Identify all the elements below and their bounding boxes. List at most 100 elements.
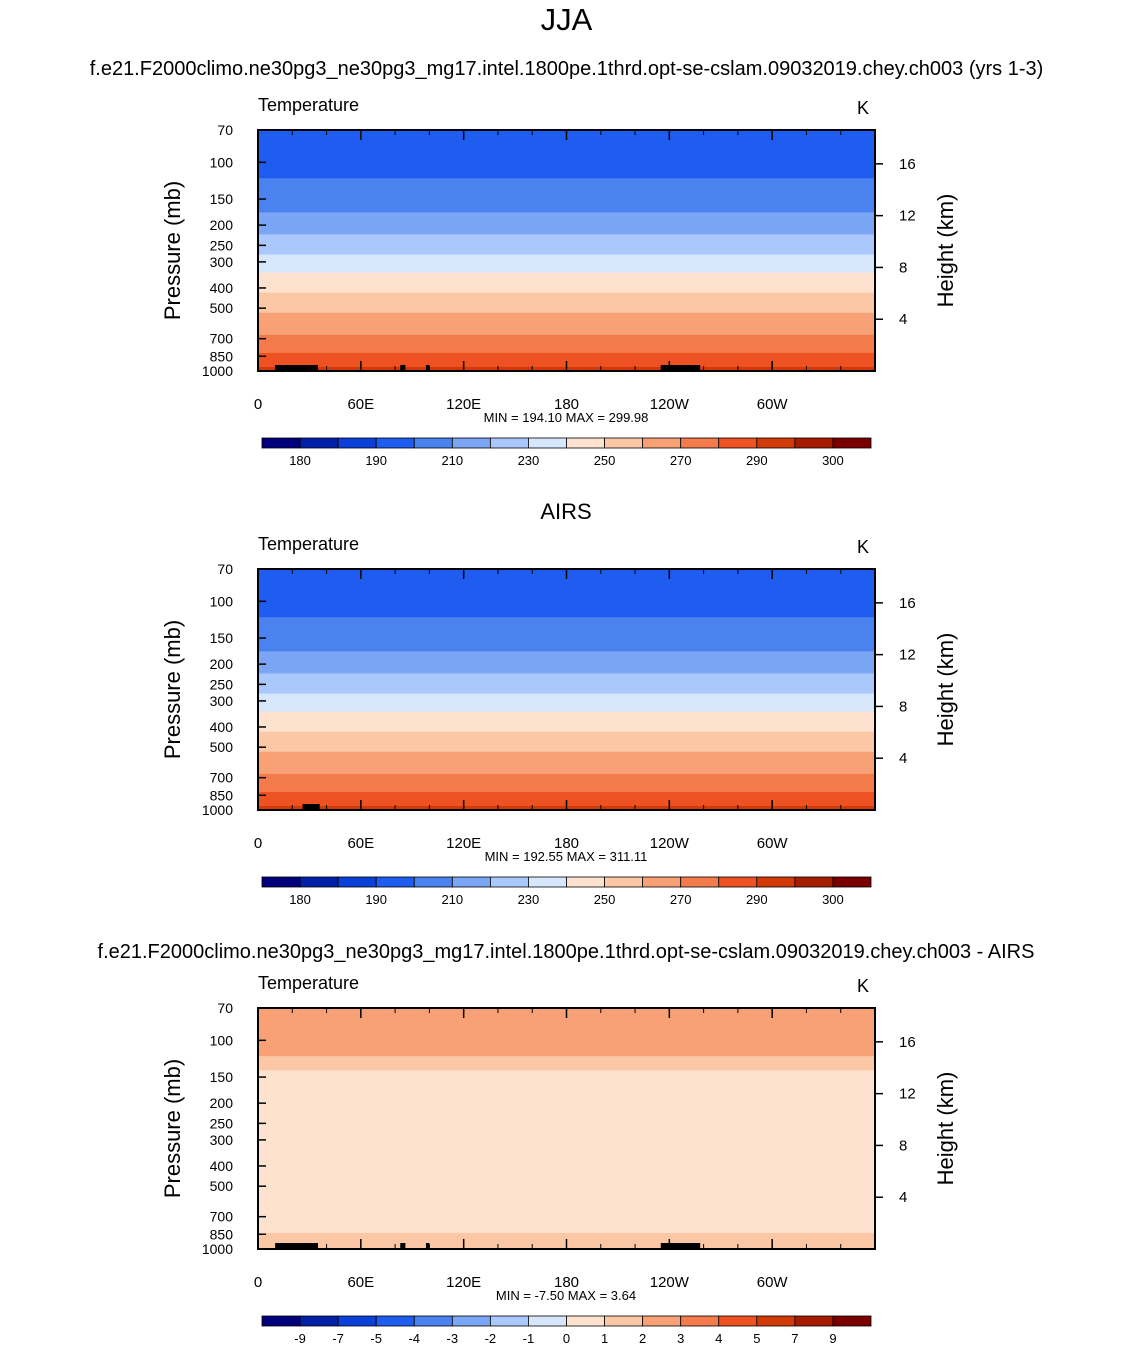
contour-band	[258, 1076, 875, 1079]
contour-band	[258, 282, 875, 286]
colorbar-label: 4	[715, 1331, 722, 1346]
contour-band	[258, 1186, 875, 1190]
contour-band	[258, 675, 875, 679]
x-tick-label: 120E	[446, 396, 481, 413]
colorbar-swatch	[413, 437, 453, 449]
contour-band	[258, 294, 875, 298]
colorbar-swatch	[756, 1315, 796, 1327]
contour-band	[258, 1118, 875, 1122]
y2-tick-label: 12	[899, 1086, 916, 1103]
contour-band	[258, 747, 875, 751]
contour-band	[258, 1024, 875, 1027]
contour-band	[258, 661, 875, 664]
colorbar-label: -7	[332, 1331, 344, 1346]
contour-band	[258, 625, 875, 628]
contour-band	[258, 649, 875, 652]
contour-band	[258, 326, 875, 330]
colorbar-swatch	[451, 1315, 491, 1327]
contour-band	[258, 262, 875, 266]
contour-band	[258, 637, 875, 640]
contour-band	[258, 254, 875, 258]
contour-band	[258, 250, 875, 254]
contour-band	[258, 144, 875, 147]
contour-band	[258, 579, 875, 582]
contour-band	[258, 1214, 875, 1218]
colorbar-label: 180	[289, 453, 311, 468]
contour-band	[258, 1080, 875, 1083]
contour-band	[258, 673, 875, 677]
contour-band	[258, 266, 875, 270]
contour-band	[258, 589, 875, 592]
contour-band	[258, 194, 875, 197]
contour-band	[258, 657, 875, 660]
y-tick-label: 150	[210, 1069, 234, 1085]
contour-band	[258, 1074, 875, 1077]
contour-band	[258, 1220, 875, 1224]
contour-band	[258, 232, 875, 236]
colorbar-swatch	[299, 437, 339, 449]
y2-tick-label: 4	[899, 1189, 907, 1206]
colorbar-swatch	[680, 437, 720, 449]
y2-tick-label: 16	[899, 156, 916, 173]
x-tick-label: 60W	[757, 835, 789, 852]
contour-band	[258, 314, 875, 318]
contour-band	[258, 635, 875, 638]
colorbar-swatch	[642, 437, 682, 449]
contour-band	[258, 1170, 875, 1174]
contour-band	[258, 753, 875, 757]
contour-band	[258, 697, 875, 701]
colorbar-label: -1	[523, 1331, 535, 1346]
colorbar-label: -2	[485, 1331, 497, 1346]
contour-band	[258, 645, 875, 648]
contour-band	[258, 701, 875, 705]
colorbar-swatch	[261, 1315, 301, 1327]
contour-band	[258, 1056, 875, 1059]
contour-band	[258, 709, 875, 713]
y-tick-label: 700	[210, 770, 234, 786]
contour-band	[258, 775, 875, 779]
x-tick-label: 0	[254, 835, 262, 852]
contour-band	[258, 767, 875, 771]
contour-band	[258, 1094, 875, 1097]
contour-band	[258, 274, 875, 278]
contour-band	[258, 733, 875, 737]
colorbar-swatch	[566, 437, 605, 449]
contour-band	[258, 1172, 875, 1176]
contour-band	[258, 336, 875, 340]
contour-band	[258, 1224, 875, 1228]
x-tick-label: 180	[554, 1274, 579, 1291]
contour-band	[258, 729, 875, 733]
contour-band	[258, 174, 875, 177]
contour-band	[258, 276, 875, 280]
contour-band	[258, 1064, 875, 1067]
contour-band	[258, 789, 875, 793]
colorbar-swatch	[375, 437, 415, 449]
colorbar-label: 270	[670, 453, 692, 468]
contour-band	[258, 585, 875, 588]
colorbar-swatch	[489, 437, 529, 449]
y-tick-label: 850	[210, 1226, 234, 1242]
colorbar-label: -3	[447, 1331, 459, 1346]
contour-band	[258, 727, 875, 731]
contour-band	[258, 795, 875, 799]
contour-band	[258, 587, 875, 590]
contour-band	[258, 1036, 875, 1039]
y-tick-label: 250	[210, 237, 234, 253]
contour-band	[258, 769, 875, 773]
contour-band	[258, 627, 875, 630]
contour-band	[258, 1068, 875, 1071]
y-tick-label: 700	[210, 1209, 234, 1225]
contour-band	[258, 725, 875, 729]
contour-band	[258, 1194, 875, 1198]
contour-band	[258, 204, 875, 207]
contour-band	[258, 264, 875, 268]
colorbar-swatch	[299, 1315, 339, 1327]
colorbar-swatch	[413, 1315, 453, 1327]
x-tick-label: 60W	[757, 1274, 789, 1291]
colorbar-label: 290	[746, 892, 768, 907]
contour-band	[258, 1232, 875, 1236]
contour-band	[258, 142, 875, 145]
colorbar-label: 9	[829, 1331, 836, 1346]
y-tick-label: 250	[210, 676, 234, 692]
contour-band	[258, 1058, 875, 1061]
